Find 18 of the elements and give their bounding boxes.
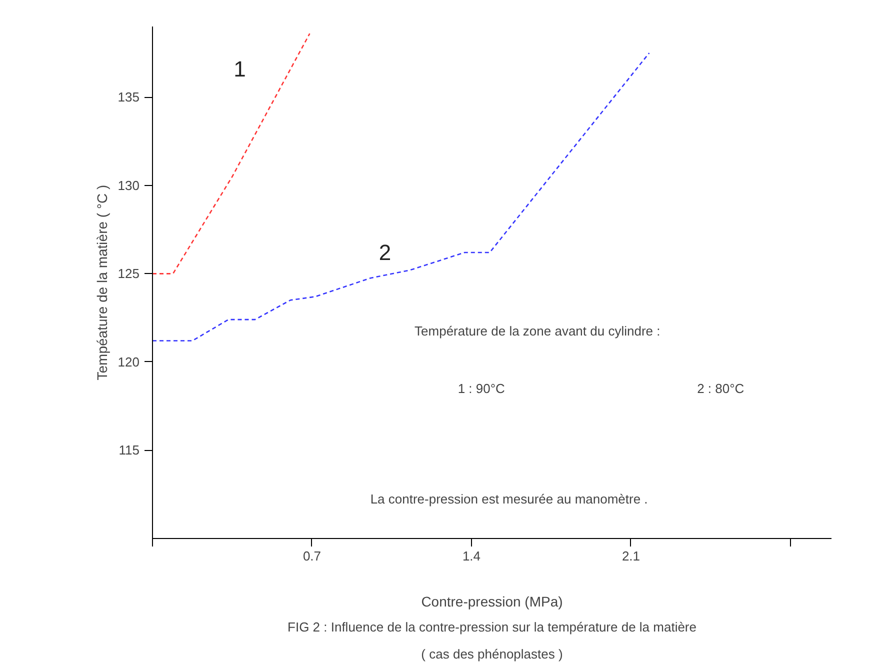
annotation: 1 : 90°C: [458, 380, 505, 396]
text: ( cas des phénoplastes ): [421, 646, 563, 662]
series-label: 2: [378, 240, 392, 266]
y-tick-label: 120: [118, 354, 140, 370]
x-tick-label: 0.7: [302, 548, 322, 564]
series-label: 1: [234, 56, 246, 82]
y-axis-title: Tempéature de la matière ( °C ): [94, 184, 110, 380]
annotation: Température de la zone avant du cylindre :: [414, 324, 660, 339]
x-axis-title: Contre-pression (MPa): [421, 594, 563, 610]
annotation: 2 : 80°C: [697, 380, 744, 396]
annotation: La contre-pression est mesurée au manomètre .: [370, 491, 648, 506]
x-tick-label: 1.4: [462, 548, 481, 564]
y-tick-label: 130: [118, 178, 140, 193]
y-tick-label: 135: [118, 90, 140, 105]
y-tick-label: 115: [118, 442, 140, 458]
text: FIG 2 : Influence de la contre-pression sur la température de la matière: [288, 620, 696, 634]
y-tick-label: 125: [118, 266, 140, 282]
x-tick-label: 2.1: [622, 548, 640, 564]
